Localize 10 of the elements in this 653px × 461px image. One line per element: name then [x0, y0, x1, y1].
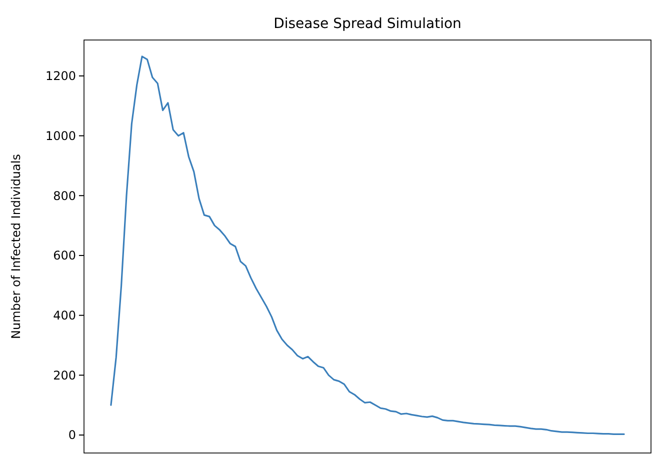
y-axis-title: Number of Infected Individuals: [9, 154, 23, 339]
y-tick-label: 800: [53, 188, 76, 203]
y-tick-label: 200: [53, 368, 76, 382]
y-tick-label: 0: [68, 428, 76, 442]
y-tick-label: 1000: [45, 128, 76, 143]
y-tick-label: 1200: [45, 69, 76, 84]
chart-title: Disease Spread Simulation: [274, 16, 462, 32]
line-series: [110, 56, 625, 435]
y-tick-label: 600: [53, 248, 76, 263]
y-tick-label: 400: [53, 308, 76, 323]
